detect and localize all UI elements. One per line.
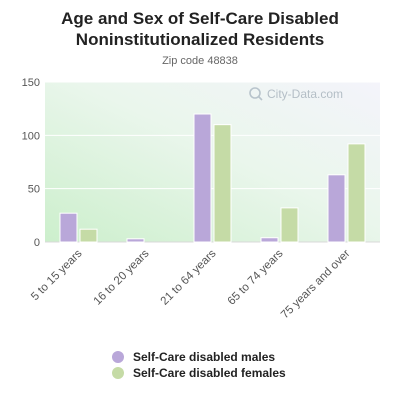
chart-title: Age and Sex of Self-Care Disabled Noninst… <box>61 9 339 49</box>
chart-subtitle: Zip code 48838 <box>162 55 238 67</box>
legend: Self-Care disabled males Self-Care disabl… <box>112 349 286 381</box>
legend-label: Self-Care disabled males <box>133 350 276 364</box>
magnifier-icon <box>249 87 261 99</box>
bar-females <box>347 143 366 243</box>
x-tick-label: 21 to 64 years <box>159 247 219 307</box>
bar-males <box>260 237 279 243</box>
bar-males <box>193 113 212 243</box>
legend-swatch <box>112 367 124 379</box>
bar-females <box>213 124 232 243</box>
bar-females <box>79 228 98 243</box>
legend-swatch <box>112 351 124 363</box>
watermark: City-Data.com <box>249 87 343 101</box>
y-tick-label: 150 <box>22 77 40 89</box>
bar-females <box>280 207 299 243</box>
bar-males <box>327 174 346 243</box>
x-tick-label: 75 years and over <box>279 248 353 322</box>
y-tick-label: 50 <box>28 184 40 196</box>
plot-area <box>45 82 380 242</box>
svg-text:City-Data.com: City-Data.com <box>267 87 343 101</box>
y-tick-label: 0 <box>34 237 40 249</box>
legend-item: Self-Care disabled males <box>112 349 286 365</box>
legend-label: Self-Care disabled females <box>133 366 286 380</box>
x-tick-label: 16 to 20 years <box>92 247 152 307</box>
x-tick-label: 65 to 74 years <box>226 247 286 307</box>
legend-item: Self-Care disabled females <box>112 365 286 381</box>
y-tick-label: 100 <box>22 130 40 142</box>
x-tick-label: 5 to 15 years <box>29 247 85 303</box>
bar-males <box>59 212 78 243</box>
bar-males <box>126 238 145 243</box>
